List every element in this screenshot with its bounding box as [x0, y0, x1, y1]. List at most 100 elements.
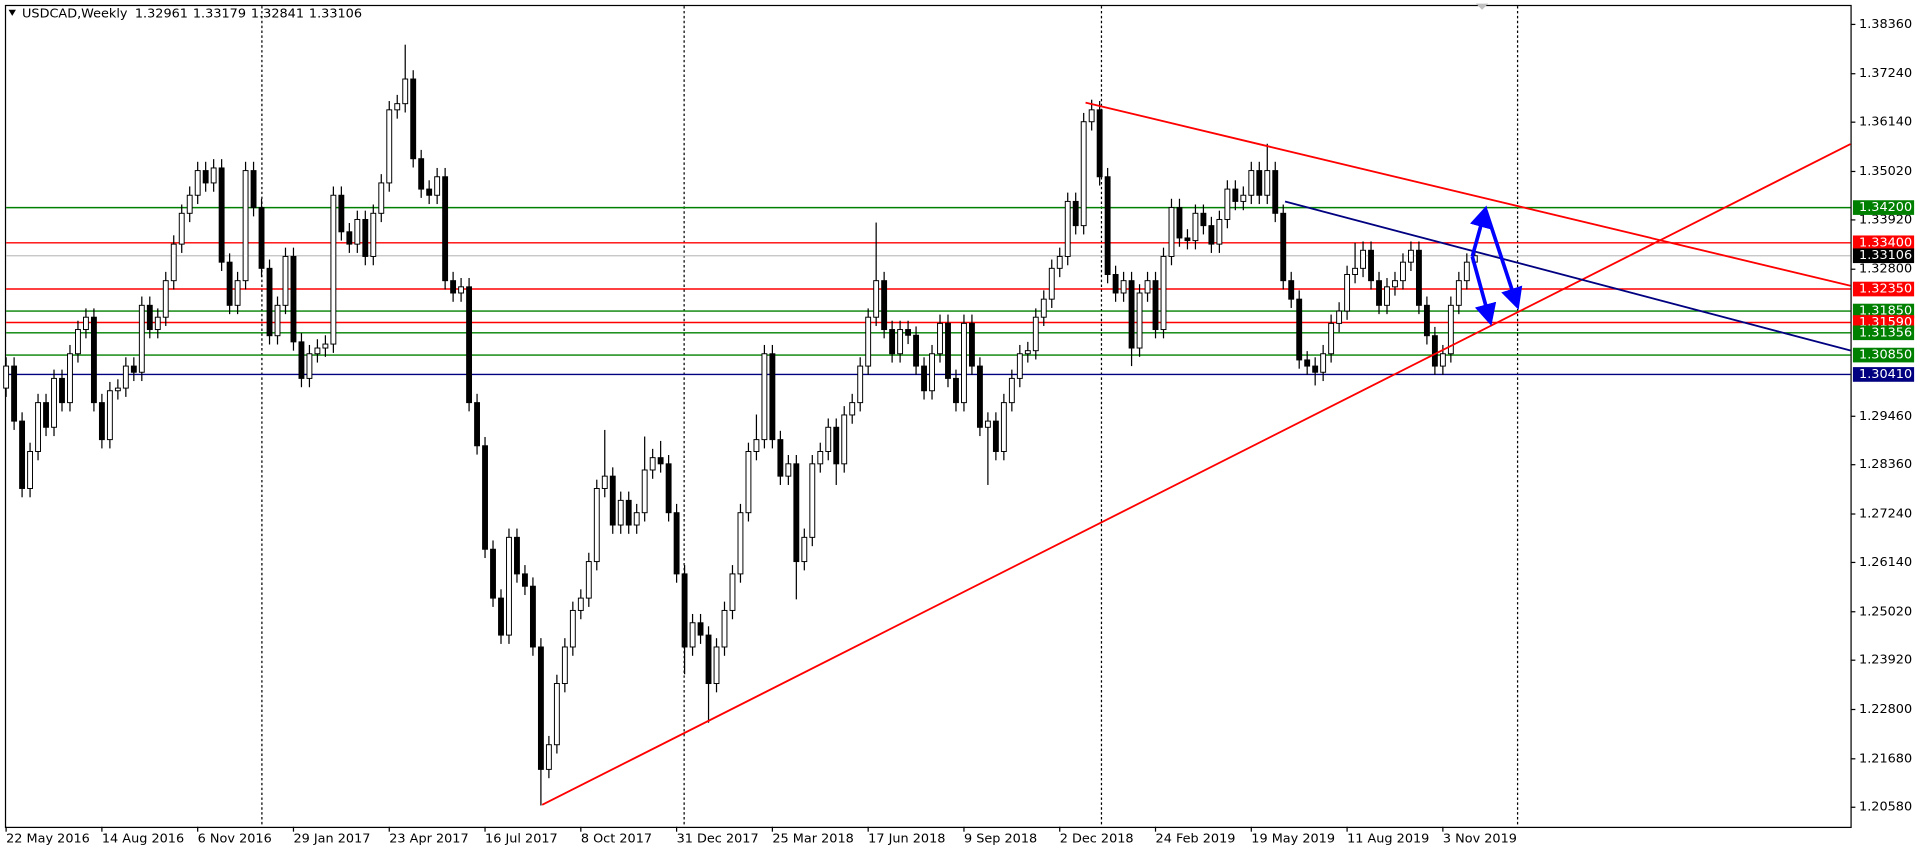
- level-label: 1.30850: [1859, 348, 1912, 363]
- candle-body: [769, 353, 776, 441]
- candle-body: [1352, 267, 1359, 275]
- candle-body: [490, 548, 496, 599]
- candle-body: [1431, 335, 1438, 367]
- candle-body: [681, 573, 688, 648]
- candle-body: [1000, 402, 1007, 452]
- candle-body: [553, 683, 560, 746]
- candle-body: [322, 343, 329, 349]
- candle-body: [51, 377, 57, 428]
- candle-body: [1128, 280, 1135, 349]
- candle-body: [402, 78, 409, 105]
- candle-body: [458, 286, 465, 294]
- candle-body: [937, 322, 943, 355]
- candle-body: [1240, 194, 1247, 202]
- levels: [6, 206, 1851, 376]
- candle-body: [601, 475, 608, 489]
- candle-body: [1160, 255, 1167, 331]
- candle-body: [11, 365, 18, 422]
- candle-body: [202, 170, 209, 184]
- candle-body: [1088, 109, 1095, 123]
- candle-body: [809, 463, 816, 538]
- candle-body: [721, 609, 728, 648]
- candle-body: [561, 646, 568, 685]
- candle-body: [274, 304, 281, 337]
- candle-body: [777, 439, 784, 477]
- y-tick-label: 1.23920: [1859, 653, 1912, 668]
- x-tick-label: 24 Feb 2019: [1156, 832, 1236, 847]
- candle-body: [753, 439, 760, 452]
- candle-body: [1112, 274, 1119, 294]
- candle-body: [1120, 280, 1127, 294]
- candle-body: [713, 646, 720, 685]
- candle-body: [258, 207, 265, 269]
- candle-body: [968, 322, 975, 367]
- candle-body: [426, 188, 433, 196]
- candle-body: [67, 353, 73, 404]
- candle-body: [1232, 188, 1239, 202]
- arrow: [1470, 255, 1497, 326]
- candle-body: [1216, 218, 1223, 245]
- candle-body: [378, 182, 385, 214]
- y-tick-label: 1.38360: [1859, 17, 1912, 32]
- candle-body: [1016, 353, 1023, 379]
- candle-body: [673, 512, 680, 575]
- candle-body: [881, 280, 888, 331]
- x-tick-label: 6 Nov 2016: [198, 832, 272, 847]
- y-tick-label: 1.28360: [1859, 457, 1912, 472]
- candle-body: [729, 573, 736, 611]
- candle-body: [625, 499, 632, 526]
- y-tick-label: 1.33920: [1859, 212, 1912, 227]
- y-tick-label: 1.25020: [1859, 604, 1912, 619]
- candle-body: [1392, 280, 1398, 288]
- candle-body: [1072, 200, 1079, 227]
- candle-body: [1447, 304, 1454, 355]
- candle-body: [83, 316, 89, 331]
- candle-body: [617, 499, 624, 526]
- candle-body: [649, 457, 656, 471]
- candle-body: [522, 573, 528, 587]
- candle-body: [266, 267, 273, 337]
- candle-body: [35, 402, 41, 452]
- candle-body: [298, 341, 305, 379]
- candle-body: [545, 744, 552, 770]
- level-label: 1.30410: [1859, 367, 1912, 382]
- level-label-box: [1852, 325, 1915, 341]
- candle-body: [330, 194, 337, 345]
- candle-body: [418, 158, 425, 190]
- candle-body: [705, 634, 712, 685]
- candle-body: [146, 304, 153, 331]
- candle-body: [482, 445, 488, 550]
- candle-body: [1463, 261, 1470, 282]
- candle-body: [362, 218, 369, 257]
- candle-body: [1296, 298, 1303, 361]
- candle-body: [218, 167, 225, 263]
- level-label: 1.31850: [1859, 304, 1912, 319]
- y-axis: 1.38360 1.37240 1.36140 1.35020 1.33920 1.328…: [5, 17, 1912, 847]
- candle-body: [234, 280, 241, 306]
- candle-body: [282, 255, 289, 306]
- candle-body: [98, 402, 105, 441]
- candle-body: [537, 646, 544, 770]
- candle-body: [170, 243, 177, 282]
- level-label-box: [1852, 281, 1915, 297]
- candle-body: [90, 316, 97, 404]
- candle-body: [913, 334, 920, 367]
- y-tick-label: 1.27240: [1859, 507, 1912, 522]
- candle-body: [106, 390, 113, 441]
- arrow: [1469, 205, 1492, 257]
- candle-body: [1320, 353, 1327, 373]
- candle-body: [450, 280, 457, 294]
- candle-body: [1272, 170, 1279, 214]
- candle-body: [633, 512, 640, 526]
- candle-body: [1056, 255, 1063, 269]
- candle-body: [865, 316, 872, 367]
- candle-body: [1208, 225, 1215, 245]
- candle-body: [1312, 365, 1319, 373]
- candle-body: [689, 622, 696, 648]
- candle-body: [498, 597, 504, 636]
- candle-body: [250, 170, 257, 209]
- candle-body: [27, 451, 34, 489]
- candle-body: [761, 353, 768, 441]
